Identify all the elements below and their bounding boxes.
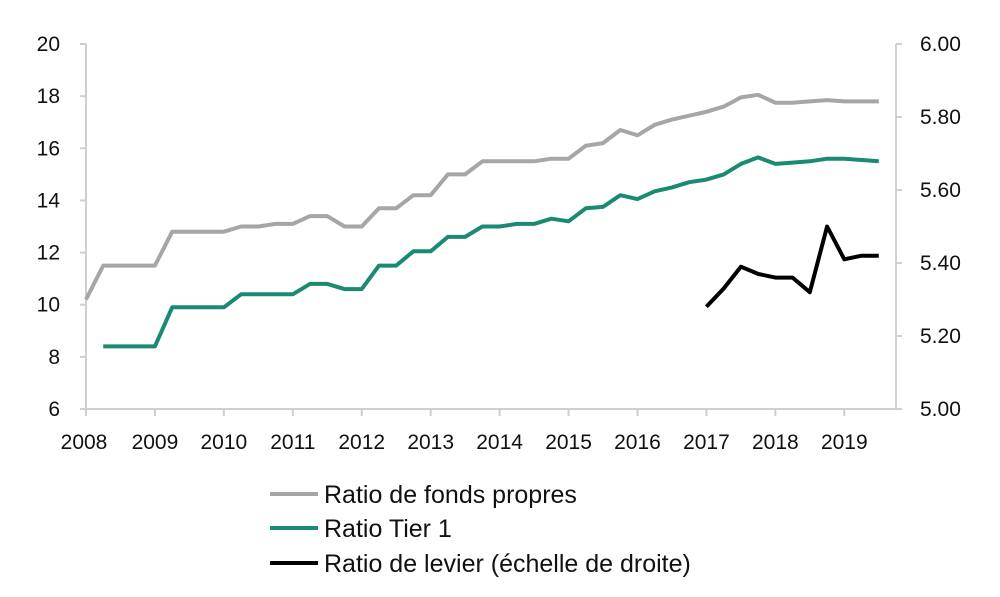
x-tick-label: 2015: [545, 431, 592, 454]
y-tick-label: 8: [48, 346, 60, 369]
x-tick-label: 2011: [270, 431, 315, 454]
y-tick-label: 18: [37, 85, 60, 108]
y-tick-label: 20: [37, 33, 60, 56]
y2-tick-label: 5.80: [920, 106, 961, 129]
x-tick-label: 2013: [407, 431, 454, 454]
legend-label-ratio-de-fonds-propres: Ratio de fonds propres: [324, 481, 577, 509]
x-tick-label: 2016: [614, 431, 661, 454]
y-tick-label: 14: [37, 189, 61, 212]
legend-label-ratio-tier-1: Ratio Tier 1: [324, 515, 452, 543]
x-tick-label: 2009: [132, 431, 179, 454]
y2-tick-label: 5.40: [920, 252, 961, 275]
y2-tick-label: 5.00: [920, 398, 961, 421]
series-line-ratio-tier-1: [103, 155, 879, 349]
y2-tick-label: 6.00: [920, 33, 961, 56]
series-line-ratio-de-fonds-propres: [84, 92, 879, 301]
x-tick-label: 2012: [338, 431, 385, 454]
legend-label-ratio-de-levier-chelle-de-droite: Ratio de levier (échelle de droite): [324, 550, 691, 578]
series-line-ratio-de-levier-chelle-de-droite: [704, 224, 879, 309]
x-tick-label: 2017: [683, 431, 730, 454]
y-tick-label: 6: [48, 398, 60, 421]
y-tick-label: 12: [37, 242, 60, 265]
y-tick-label: 16: [37, 137, 60, 160]
y2-tick-label: 5.60: [920, 179, 961, 202]
x-tick-label: 2014: [476, 431, 523, 454]
y-tick-label: 10: [37, 294, 60, 317]
x-tick-label: 2018: [752, 431, 799, 454]
series-layer: [84, 92, 879, 349]
legend: Ratio de fonds propres Ratio Tier 1 Ratio …: [270, 481, 691, 578]
x-tick-label: 2010: [201, 431, 248, 454]
x-tick-label: 2019: [821, 431, 868, 454]
y2-tick-label: 5.20: [920, 325, 961, 348]
x-tick-label: 2008: [61, 431, 108, 454]
axes-layer: 6 8 10 12 14 16 18 20 5.00 5.20 5.40 5.60 5.80 6.00 20…: [37, 33, 961, 454]
